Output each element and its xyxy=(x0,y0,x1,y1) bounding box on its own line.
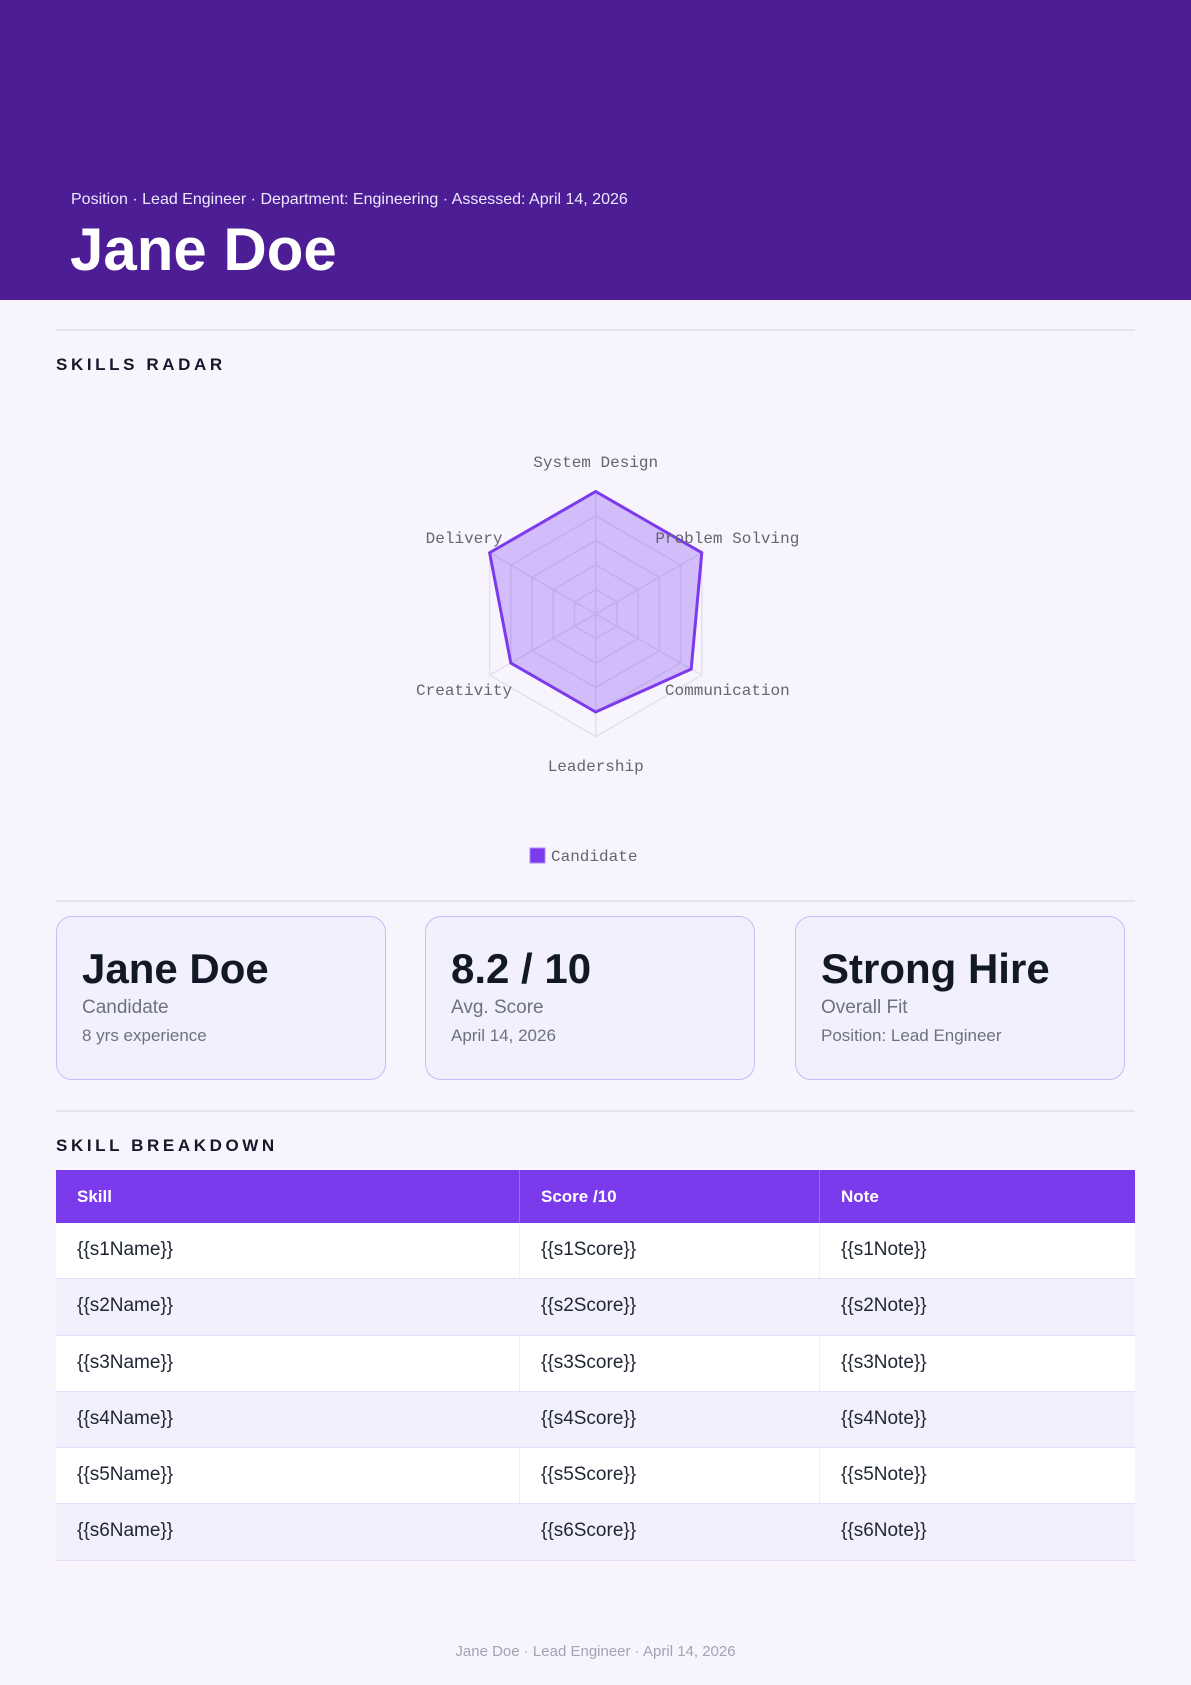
cell-note: {{s6Note}} xyxy=(841,1520,927,1542)
header-banner: Position · Lead Engineer · Department: E… xyxy=(0,0,1191,300)
card-label: Avg. Score xyxy=(451,997,544,1018)
card-sub: Position: Lead Engineer xyxy=(821,1026,1002,1045)
skill-breakdown-table: Skill Score /10 Note {{s1Name}} {{s1Scor… xyxy=(56,1170,1135,1561)
card-value: Strong Hire xyxy=(821,945,1050,992)
divider xyxy=(56,900,1135,902)
svg-text:Communication: Communication xyxy=(665,682,790,700)
cell-skill: {{s3Name}} xyxy=(56,1335,520,1391)
section-title-skills-radar: SKILLS RADAR xyxy=(56,355,226,374)
table-row: {{s3Name}} {{s3Score}} {{s3Note}} xyxy=(56,1335,1135,1392)
card-sub: April 14, 2026 xyxy=(451,1026,556,1045)
column-header-score: Score /10 xyxy=(520,1170,820,1223)
cell-score: {{s3Score}} xyxy=(520,1335,820,1391)
svg-text:Delivery: Delivery xyxy=(426,530,503,548)
column-header-skill: Skill xyxy=(56,1170,520,1223)
legend-swatch-icon xyxy=(529,847,546,864)
cell-note: {{s3Note}} xyxy=(841,1351,927,1373)
table-row: {{s2Name}} {{s2Score}} {{s2Note}} xyxy=(56,1279,1135,1336)
cell-score: {{s2Score}} xyxy=(520,1279,820,1335)
cell-note: {{s4Note}} xyxy=(841,1407,927,1429)
table-row: {{s4Name}} {{s4Score}} {{s4Note}} xyxy=(56,1391,1135,1449)
table-header: Skill Score /10 Note xyxy=(56,1170,1135,1223)
cell-skill: {{s5Name}} xyxy=(56,1448,520,1504)
svg-text:System Design: System Design xyxy=(533,454,658,472)
svg-text:Leadership: Leadership xyxy=(548,758,644,776)
table-row: {{s5Name}} {{s5Score}} {{s5Note}} xyxy=(56,1448,1135,1505)
cell-skill: {{s4Name}} xyxy=(56,1391,520,1448)
table-row: {{s6Name}} {{s6Score}} {{s6Note}} xyxy=(56,1504,1135,1561)
card-avg-score: 8.2 / 10 Avg. Score April 14, 2026 xyxy=(425,916,755,1080)
card-candidate: Jane Doe Candidate 8 yrs experience xyxy=(56,916,386,1080)
card-label: Overall Fit xyxy=(821,997,908,1018)
legend-label: Candidate xyxy=(551,848,637,866)
radar-legend: Candidate xyxy=(529,847,637,866)
cell-note: {{s1Note}} xyxy=(841,1239,927,1260)
divider xyxy=(56,1110,1135,1112)
svg-text:Problem Solving: Problem Solving xyxy=(655,530,799,548)
cell-score: {{s5Score}} xyxy=(520,1448,820,1504)
cell-note: {{s2Note}} xyxy=(841,1295,927,1317)
candidate-name-title: Jane Doe xyxy=(70,216,337,283)
divider xyxy=(56,329,1135,331)
summary-cards: Jane Doe Candidate 8 yrs experience 8.2 … xyxy=(56,916,1135,1080)
header-meta: Position · Lead Engineer · Department: E… xyxy=(71,191,628,208)
cell-note: {{s5Note}} xyxy=(841,1464,927,1486)
card-label: Candidate xyxy=(82,997,169,1018)
cell-score: {{s4Score}} xyxy=(520,1391,820,1448)
card-sub: 8 yrs experience xyxy=(82,1026,207,1045)
cell-score: {{s1Score}} xyxy=(520,1223,820,1279)
section-title-skill-breakdown: SKILL BREAKDOWN xyxy=(56,1136,278,1155)
table-row: {{s1Name}} {{s1Score}} {{s1Note}} xyxy=(56,1223,1135,1280)
card-value: 8.2 / 10 xyxy=(451,945,592,992)
card-overall-fit: Strong Hire Overall Fit Position: Lead E… xyxy=(795,916,1125,1080)
cell-score: {{s6Score}} xyxy=(520,1504,820,1560)
card-value: Jane Doe xyxy=(82,945,269,992)
column-header-note: Note xyxy=(841,1187,879,1206)
radar-axis-labels: System Design Problem Solving Communicatio… xyxy=(416,454,799,776)
radar-series-candidate xyxy=(487,489,704,714)
cell-skill: {{s6Name}} xyxy=(56,1504,520,1560)
cell-skill: {{s1Name}} xyxy=(56,1223,520,1279)
radar-axes xyxy=(489,491,703,737)
cell-skill: {{s2Name}} xyxy=(56,1279,520,1335)
svg-text:Creativity: Creativity xyxy=(416,682,512,700)
skills-radar-chart: System Design Problem Solving Communicatio… xyxy=(416,454,799,866)
footer-text: Jane Doe · Lead Engineer · April 14, 202… xyxy=(455,1643,736,1660)
